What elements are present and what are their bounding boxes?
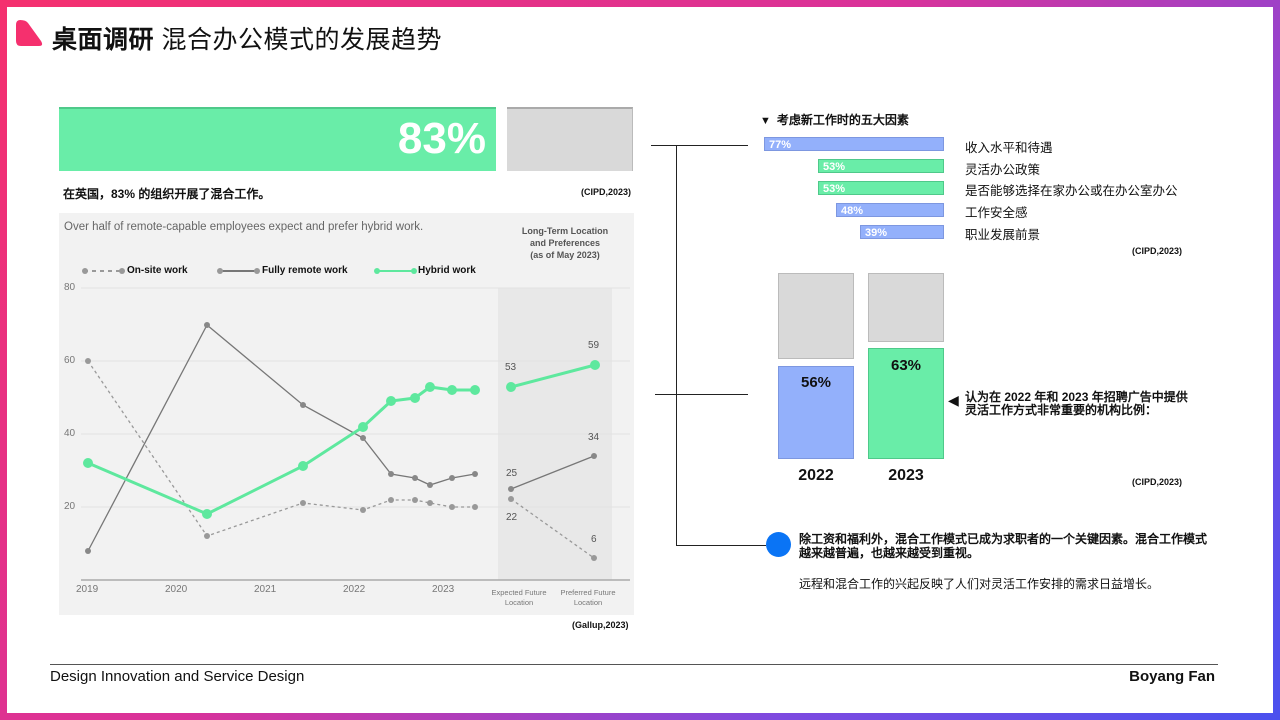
footer-right: Boyang Fan (1129, 668, 1215, 685)
factor-bar-income: 77% (764, 137, 944, 151)
side-chart-title: Long-Term Location and Preferences (as o… (490, 225, 640, 261)
factors-title: ▼ 考虑新工作时的五大因素 (760, 111, 909, 128)
x-label-preferred-line-1: Preferred Future (560, 588, 616, 597)
year-label-2023: 2023 (888, 467, 924, 484)
page-title: 桌面调研 混合办公模式的发展趋势 (52, 20, 442, 56)
x-label-2023: 2023 (432, 584, 455, 595)
stat-83-source: (CIPD,2023) (581, 187, 632, 197)
triangle-down-icon: ▼ (760, 115, 771, 127)
side-onsite-expected: 22 (506, 512, 518, 523)
bar-2023: 63% (868, 348, 944, 459)
factor-label-income: 收入水平和待遇 (965, 141, 1053, 155)
bar-2022-value: 56% (800, 374, 832, 391)
bar-2022: 56% (778, 366, 854, 459)
page-title-bold: 桌面调研 (52, 26, 155, 54)
y-label-80: 80 (64, 282, 76, 293)
factor-value: 77% (769, 139, 792, 151)
legend-remote-icon (217, 268, 260, 274)
y-label-60: 60 (64, 355, 76, 366)
x-label-2019: 2019 (76, 584, 99, 595)
factors-title-text: 考虑新工作时的五大因素 (776, 113, 909, 127)
triangle-left-icon: ◀ (948, 392, 959, 408)
factor-label-job-security: 工作安全感 (965, 206, 1028, 220)
footer-left: Design Innovation and Service Design (50, 668, 305, 685)
note-paragraph-1: 除工资和福利外，混合工作模式已成为求职者的一个关键因素。混合工作模式越来越普遍，… (799, 532, 1208, 560)
line-chart-plot (81, 287, 630, 581)
factor-bar-job-security: 48% (836, 203, 944, 217)
bar-2023-value: 63% (890, 357, 922, 374)
factor-value: 39% (865, 227, 888, 239)
x-label-expected-line-1: Expected Future (491, 588, 547, 597)
connector-top (651, 145, 748, 146)
factor-value: 48% (841, 205, 864, 217)
x-label-2022: 2022 (343, 584, 366, 595)
side-remote-expected: 25 (506, 468, 518, 479)
note-dot-icon (766, 532, 791, 557)
y-label-40: 40 (64, 428, 76, 439)
factor-bar-flexible-policy: 53% (818, 159, 944, 173)
side-onsite-preferred: 6 (591, 534, 597, 545)
connector-vertical (676, 145, 677, 546)
stat-83-value: 83% (397, 114, 486, 163)
stat-83-remainder-bar (507, 107, 633, 171)
side-hybrid-preferred: 59 (588, 340, 600, 351)
side-hybrid-expected: 53 (505, 362, 517, 373)
side-title-line-2: and Preferences (529, 238, 601, 248)
side-title-line-3: (as of May 2023) (530, 250, 600, 260)
factor-bar-career: 39% (860, 225, 944, 239)
x-label-expected-line-2: Location (504, 598, 534, 607)
legend-onsite-icon (82, 268, 125, 274)
page-title-rest: 混合办公模式的发展趋势 (161, 26, 442, 54)
bar-2022-remainder (778, 273, 854, 359)
factor-bar-home-or-office: 53% (818, 181, 944, 195)
legend-hybrid-icon (374, 268, 417, 274)
stat-83-caption: 在英国，83% 的组织开展了混合工作。 (63, 187, 271, 201)
years-caption: 认为在 2022 年和 2023 年招聘广告中提供灵活工作方式非常重要的机构比例… (965, 390, 1188, 417)
x-label-2021: 2021 (254, 584, 277, 595)
legend-remote-label: Fully remote work (262, 265, 348, 276)
line-chart-source: (Gallup,2023) (572, 620, 629, 630)
footer-divider (50, 664, 1218, 665)
side-remote-preferred: 34 (588, 432, 600, 443)
stat-83-bar: 83% (59, 107, 496, 171)
logo-icon (16, 20, 43, 46)
x-label-2020: 2020 (165, 584, 188, 595)
y-label-20: 20 (64, 501, 76, 512)
factor-value: 53% (823, 183, 846, 195)
legend-onsite-label: On-site work (127, 265, 188, 276)
factor-label-flexible-policy: 灵活办公政策 (965, 163, 1041, 177)
chart-subtitle: Over half of remote-capable employees ex… (64, 221, 424, 233)
factor-label-home-or-office: 是否能够选择在家办公或在办公室办公 (965, 184, 1178, 198)
x-label-preferred: Preferred Future Location (552, 588, 624, 608)
year-label-2022: 2022 (798, 467, 834, 484)
connector-bottom (676, 545, 766, 546)
factor-value: 53% (823, 161, 846, 173)
legend-hybrid-label: Hybrid work (418, 265, 476, 276)
factor-label-career: 职业发展前景 (965, 228, 1041, 242)
connector-middle (655, 394, 748, 395)
side-title-line-1: Long-Term Location (521, 226, 609, 236)
bar-2023-remainder (868, 273, 944, 342)
x-label-expected: Expected Future Location (484, 588, 554, 608)
years-source: (CIPD,2023) (1132, 477, 1183, 487)
factors-source: (CIPD,2023) (1132, 246, 1183, 256)
note-paragraph-2: 远程和混合工作的兴起反映了人们对灵活工作安排的需求日益增长。 (799, 577, 1160, 591)
x-label-preferred-line-2: Location (573, 598, 603, 607)
